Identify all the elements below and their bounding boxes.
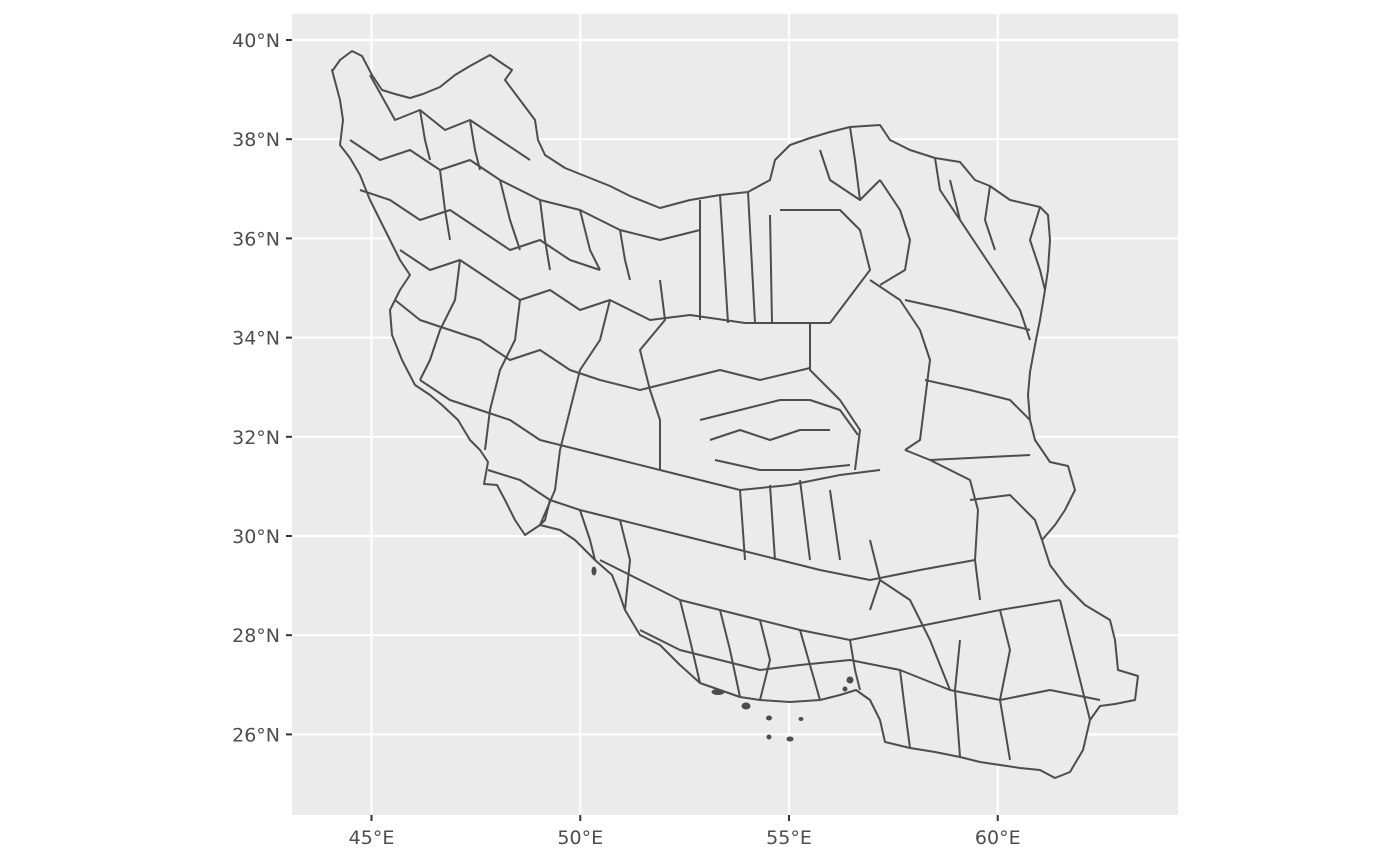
- county-boundary-line: [769, 214, 773, 324]
- island-kish: [741, 702, 751, 710]
- county-boundary-line: [799, 629, 821, 701]
- county-boundary-line: [719, 609, 741, 698]
- county-boundary-line: [679, 599, 701, 684]
- y-tick-label: 32°N: [232, 427, 280, 449]
- y-tick-label: 30°N: [232, 526, 280, 548]
- island-small-4: [798, 717, 804, 721]
- iran-outline: [331, 50, 1139, 779]
- county-boundary-line: [539, 499, 551, 526]
- county-boundary-line: [419, 259, 461, 381]
- county-boundaries: [349, 74, 1101, 761]
- county-boundary-line: [419, 109, 431, 161]
- x-tick-label: 60°E: [975, 827, 1021, 849]
- county-boundary-line: [499, 179, 521, 251]
- county-boundary-line: [579, 209, 601, 271]
- county-boundary-line: [714, 459, 851, 471]
- county-boundary-line: [879, 179, 911, 286]
- county-boundary-line: [904, 449, 981, 601]
- county-boundary-line: [879, 579, 951, 691]
- county-boundary-line: [639, 629, 1101, 701]
- county-boundary-line: [369, 74, 531, 161]
- y-tick-label: 38°N: [232, 129, 280, 151]
- county-boundary-line: [769, 484, 776, 561]
- iran-counties: [331, 50, 1139, 779]
- island-kharg: [711, 689, 725, 695]
- county-boundary-line: [439, 169, 451, 241]
- county-boundary-line: [539, 299, 611, 526]
- county-boundary-line: [1059, 599, 1091, 721]
- county-boundary-line: [780, 209, 871, 324]
- county-boundary-line: [924, 379, 1031, 421]
- island-small-1: [766, 715, 772, 721]
- county-boundary-line: [904, 299, 1031, 331]
- island-hormuz: [846, 676, 854, 684]
- county-boundary-line: [899, 669, 911, 749]
- county-boundary-line: [579, 509, 596, 561]
- county-boundary-line: [969, 494, 1043, 541]
- county-boundary-line: [999, 609, 1011, 761]
- county-boundary-line: [747, 191, 756, 324]
- county-boundary-line: [819, 149, 881, 201]
- x-tick-label: 45°E: [349, 827, 395, 849]
- county-boundary-line: [469, 119, 481, 171]
- county-boundary-line: [799, 479, 811, 561]
- x-axis: 45°E 50°E 55°E 60°E: [349, 815, 1021, 849]
- county-boundary-line: [929, 454, 1031, 461]
- y-tick-label: 26°N: [232, 724, 280, 746]
- county-boundary-line: [849, 126, 861, 201]
- county-boundary-line: [869, 279, 931, 451]
- county-boundary-line: [539, 199, 551, 271]
- county-boundary-line: [394, 299, 811, 391]
- county-boundary-line: [1029, 206, 1046, 291]
- island-larak: [842, 686, 848, 692]
- county-boundary-line: [419, 379, 881, 491]
- county-boundary-line: [619, 229, 631, 281]
- island-small-2: [766, 734, 772, 740]
- x-tick-label: 50°E: [557, 827, 603, 849]
- y-tick-label: 36°N: [232, 228, 280, 250]
- county-boundary-line: [759, 619, 771, 701]
- county-boundary-line: [739, 489, 746, 561]
- county-boundary-line: [709, 429, 830, 441]
- county-boundary-line: [954, 639, 961, 758]
- county-boundary-line: [639, 279, 666, 470]
- county-boundary-line: [484, 299, 521, 451]
- county-boundary-line: [619, 519, 631, 611]
- y-tick-label: 34°N: [232, 328, 280, 350]
- y-tick-label: 40°N: [232, 30, 280, 52]
- islands: [591, 566, 854, 742]
- county-boundary-line: [719, 194, 729, 324]
- county-boundary-line: [849, 639, 861, 691]
- island-small-3: [786, 736, 794, 742]
- y-axis: 40°N 38°N 36°N 34°N 32°N 30°N 28°N 26°N: [232, 30, 292, 746]
- county-boundary-line: [949, 179, 1031, 341]
- county-boundary-line: [809, 323, 861, 471]
- county-boundary-line: [359, 189, 601, 271]
- y-tick-label: 28°N: [232, 625, 280, 647]
- island-kharg-north: [591, 566, 597, 576]
- county-boundary-line: [699, 399, 859, 436]
- x-tick-label: 55°E: [766, 827, 812, 849]
- county-boundary-line: [934, 157, 961, 221]
- county-boundary-line: [829, 489, 841, 561]
- county-boundary-line: [984, 185, 996, 251]
